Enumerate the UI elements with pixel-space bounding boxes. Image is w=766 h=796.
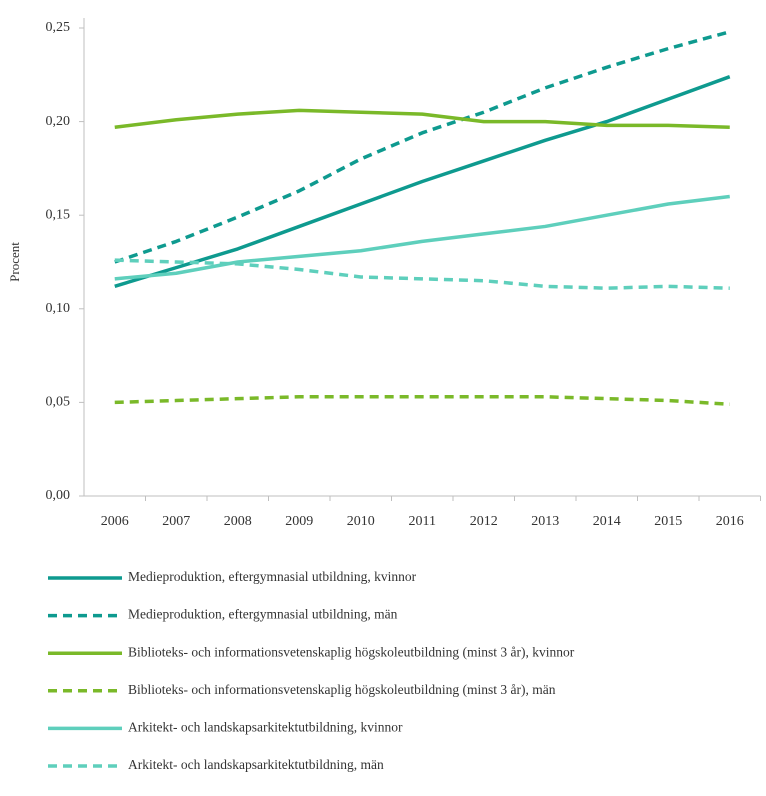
x-tick-label: 2015 [654,514,682,529]
series-line [114,30,731,264]
x-tick-label: 2010 [347,514,375,529]
legend-label: Medieproduktion, eftergymnasial utbildni… [128,607,398,622]
series-line [114,108,730,129]
y-tick-label: 0,25 [46,20,71,35]
legend-label: Arkitekt- och landskapsarkitektutbildnin… [128,719,403,734]
x-tick-label: 2007 [162,514,190,529]
x-tick-label: 2013 [531,514,559,529]
series-line [114,258,730,290]
y-tick-label: 0,10 [46,301,71,316]
y-tick-label: 0,00 [46,488,71,503]
y-tick-label: 0,05 [46,395,71,410]
x-tick-label: 2011 [409,514,436,529]
series-line [114,395,730,407]
x-tick-label: 2009 [285,514,313,529]
x-tick-label: 2008 [224,514,252,529]
y-axis-label: Procent [7,242,22,282]
series-line [114,194,730,281]
y-tick-label: 0,20 [46,114,71,129]
legend-label: Arkitekt- och landskapsarkitektutbildnin… [128,757,384,772]
x-tick-label: 2014 [593,514,621,529]
x-tick-label: 2006 [101,514,129,529]
y-tick-label: 0,15 [46,207,71,222]
legend-label: Biblioteks- och informationsvetenskaplig… [128,682,556,697]
legend-label: Biblioteks- och informationsvetenskaplig… [128,644,575,659]
series-line [114,75,731,289]
legend-label: Medieproduktion, eftergymnasial utbildni… [128,569,417,584]
x-tick-label: 2012 [470,514,498,529]
x-tick-label: 2016 [716,514,744,529]
